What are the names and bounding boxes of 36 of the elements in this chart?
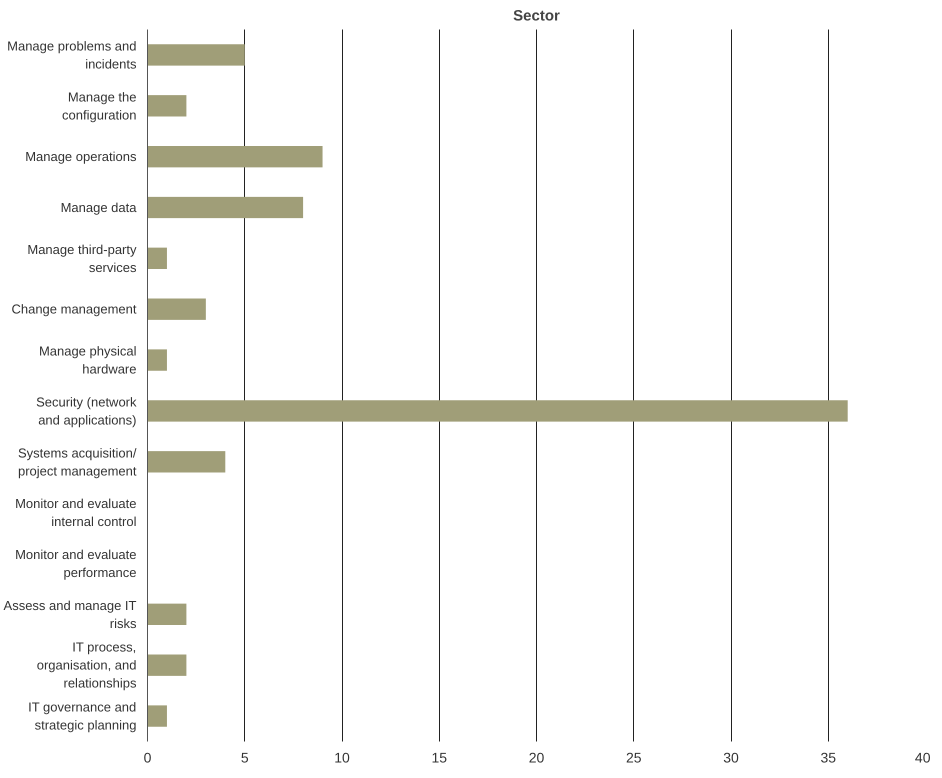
y-tick-label: Change management: [11, 302, 137, 317]
bar: [148, 705, 167, 727]
bar: [148, 146, 323, 168]
bar: [148, 196, 304, 218]
bar: [148, 604, 186, 626]
y-tick-label: Manage problems and incidents: [7, 38, 137, 72]
x-tick-label: 40: [914, 750, 931, 766]
y-tick-label: Monitor and evaluate performance: [15, 547, 137, 580]
bar: [148, 95, 186, 116]
y-tick-label: Monitor and evaluate internal control: [15, 496, 137, 530]
x-tick-label: 10: [334, 750, 350, 766]
y-tick-label: Assess and manage IT risks: [4, 598, 137, 631]
y-tick-label: Manage data: [60, 200, 138, 215]
y-tick-label: Manage operations: [25, 149, 137, 164]
bar: [148, 400, 848, 422]
bar: [148, 248, 167, 270]
x-tick-label: 35: [820, 750, 836, 766]
y-tick-label: Manage the configuration: [62, 89, 137, 122]
bar: [148, 298, 206, 320]
x-tick-label: 20: [528, 750, 544, 766]
bar: [148, 44, 245, 66]
x-tick-label: 15: [431, 750, 448, 766]
bar: [148, 349, 167, 371]
bar: [148, 654, 186, 676]
y-tick-label: IT process, organisation, and relationships: [36, 640, 137, 691]
x-tick-label: 5: [240, 750, 249, 766]
y-tick-label: Systems acquisition/ project management: [18, 445, 137, 478]
x-tick-label: 25: [626, 750, 642, 766]
chart-title: Sector: [513, 8, 560, 24]
y-tick-label: Manage physical hardware: [38, 344, 137, 377]
bar: [148, 451, 226, 472]
y-tick-label: IT governance and strategic planning: [28, 700, 137, 733]
y-tick-label: Security (network and applications): [36, 394, 137, 428]
y-tick-label: Manage third-party services: [27, 242, 137, 275]
x-tick-label: 0: [144, 750, 152, 766]
x-tick-label: 30: [723, 750, 739, 766]
